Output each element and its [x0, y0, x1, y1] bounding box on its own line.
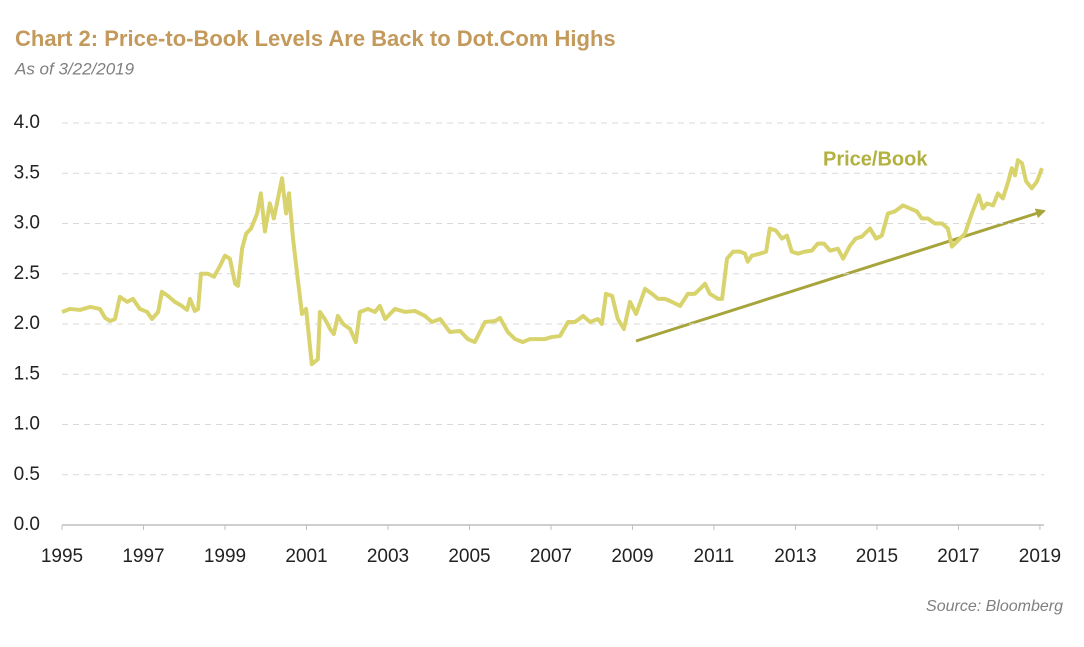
y-tick-label: 0.0	[14, 514, 40, 535]
y-tick-label: 0.5	[14, 464, 40, 485]
x-tick-label: 2011	[694, 546, 735, 567]
x-tick-label: 2003	[367, 546, 409, 567]
x-tick-label: 1995	[41, 546, 83, 567]
annotation: Price/Book	[823, 148, 928, 170]
data-line	[61, 158, 1044, 367]
x-tick-label: 2013	[774, 546, 816, 567]
chart-subtitle: As of 3/22/2019	[14, 59, 135, 78]
y-tick-label: 2.5	[14, 263, 40, 284]
y-tick-label: 2.0	[14, 313, 40, 334]
x-tick-label: 2001	[285, 546, 327, 567]
x-tick-label: 2007	[530, 546, 572, 567]
y-tick-label: 3.5	[14, 162, 40, 183]
x-tick-label: 2017	[937, 546, 979, 567]
y-tick-label: 1.5	[14, 363, 40, 384]
trend-arrow	[635, 208, 1046, 343]
x-tick-label: 2015	[856, 546, 898, 567]
chart-title: Chart 2: Price-to-Book Levels Are Back t…	[15, 26, 616, 51]
y-tick-label: 4.0	[14, 112, 40, 133]
x-tick-label: 1999	[204, 546, 246, 567]
x-tick-label: 1997	[122, 546, 164, 567]
y-tick-label: 3.0	[14, 213, 40, 234]
x-tick-label: 2005	[448, 546, 490, 567]
source-note: Source: Bloomberg	[926, 598, 1063, 615]
x-tick-label: 2019	[1019, 546, 1061, 567]
x-tick-label: 2009	[611, 546, 653, 567]
y-tick-label: 1.0	[14, 414, 40, 435]
